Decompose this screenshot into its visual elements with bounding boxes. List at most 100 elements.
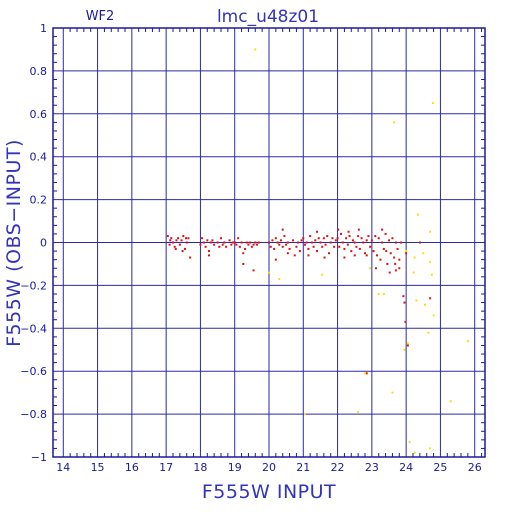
y-tick-label: 0.6 xyxy=(30,108,48,121)
red-data-point xyxy=(230,243,233,246)
yellow-data-point xyxy=(321,273,324,276)
red-data-point xyxy=(394,269,397,272)
yellow-data-point xyxy=(403,348,406,351)
red-data-point xyxy=(405,252,408,255)
x-tick-label: 24 xyxy=(399,461,413,474)
x-tick-label: 17 xyxy=(159,461,173,474)
red-data-point xyxy=(273,247,276,250)
red-data-point xyxy=(228,239,231,242)
red-data-point xyxy=(254,241,257,244)
red-data-point xyxy=(331,237,334,240)
y-tick-label: −0.4 xyxy=(20,322,47,335)
red-data-point xyxy=(242,252,245,255)
y-tick-label: −0.6 xyxy=(20,365,47,378)
red-data-point xyxy=(381,228,384,231)
red-data-point xyxy=(370,239,373,242)
red-data-point xyxy=(245,241,248,244)
red-data-point xyxy=(220,237,222,240)
red-data-point xyxy=(232,241,234,244)
red-data-point xyxy=(208,250,210,253)
red-data-point xyxy=(357,228,360,231)
yellow-data-point xyxy=(377,292,380,295)
red-data-point xyxy=(337,228,340,231)
red-data-point xyxy=(334,239,337,242)
red-data-point xyxy=(268,241,270,244)
red-data-point xyxy=(314,239,317,242)
red-data-point xyxy=(374,235,377,238)
red-data-point xyxy=(372,250,375,253)
red-data-point xyxy=(185,237,188,240)
red-data-point xyxy=(278,243,281,246)
red-data-point xyxy=(379,258,382,261)
red-data-point xyxy=(394,262,397,265)
red-data-point xyxy=(216,241,219,244)
red-data-point xyxy=(364,252,366,255)
yellow-data-point xyxy=(357,410,360,413)
red-data-point xyxy=(365,239,368,242)
red-data-point xyxy=(281,228,284,231)
yellow-data-point xyxy=(422,252,425,255)
red-data-point xyxy=(362,241,365,244)
red-data-point xyxy=(338,245,341,248)
yellow-data-point xyxy=(268,271,270,274)
red-data-point xyxy=(225,245,228,248)
red-data-point xyxy=(346,243,349,246)
panel-label: WF2 xyxy=(86,9,115,24)
red-data-point xyxy=(350,250,353,253)
red-data-point xyxy=(181,250,184,253)
red-data-point xyxy=(242,262,245,265)
yellow-data-point xyxy=(417,213,420,216)
red-data-point xyxy=(213,243,216,246)
red-data-point xyxy=(336,237,339,240)
red-data-point xyxy=(389,252,392,255)
red-data-point xyxy=(297,241,300,244)
y-tick-label: 1 xyxy=(40,22,47,35)
red-data-point xyxy=(348,235,351,238)
red-data-point xyxy=(274,237,277,240)
yellow-data-point xyxy=(429,260,432,263)
x-tick-label: 22 xyxy=(331,461,345,474)
red-data-point xyxy=(323,256,326,259)
yellow-data-point xyxy=(408,440,411,443)
red-data-point xyxy=(185,241,188,244)
red-data-point xyxy=(310,241,313,244)
red-data-point xyxy=(288,247,291,250)
red-data-point xyxy=(274,258,277,261)
red-data-point xyxy=(388,271,391,274)
yellow-data-point xyxy=(412,271,415,274)
red-data-point xyxy=(316,250,318,253)
red-data-point xyxy=(307,254,310,257)
red-data-point xyxy=(302,237,305,240)
red-data-point xyxy=(206,239,209,242)
red-data-point xyxy=(360,237,363,240)
red-data-point xyxy=(365,372,368,375)
red-data-point xyxy=(292,239,294,242)
x-tick-label: 20 xyxy=(262,461,276,474)
x-tick-label: 19 xyxy=(228,461,242,474)
red-data-point xyxy=(404,320,407,323)
x-tick-label: 21 xyxy=(296,461,310,474)
red-data-point xyxy=(393,256,396,259)
yellow-data-point xyxy=(391,391,394,394)
red-data-point xyxy=(324,243,327,246)
red-data-point xyxy=(345,237,348,240)
yellow-data-point xyxy=(466,340,469,343)
red-data-point xyxy=(269,245,272,248)
red-data-point xyxy=(322,237,325,240)
red-data-point xyxy=(352,239,354,242)
red-data-point xyxy=(168,243,171,246)
x-tick-label: 18 xyxy=(193,461,207,474)
yellow-data-point xyxy=(431,102,434,105)
red-data-point xyxy=(385,250,388,253)
red-data-point xyxy=(252,243,255,246)
x-tick-label: 23 xyxy=(365,461,379,474)
x-tick-label: 14 xyxy=(56,461,70,474)
red-data-point xyxy=(398,267,401,270)
red-data-point xyxy=(250,245,253,248)
red-data-point xyxy=(403,301,406,304)
yellow-data-point xyxy=(427,331,430,334)
red-data-point xyxy=(429,297,432,300)
red-data-point xyxy=(178,243,181,246)
red-data-point xyxy=(244,247,246,250)
